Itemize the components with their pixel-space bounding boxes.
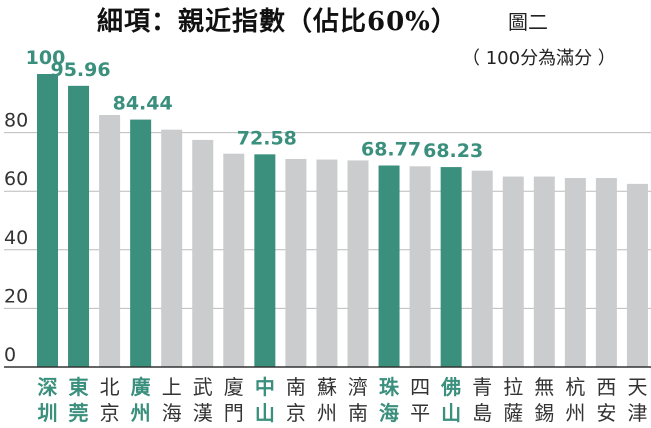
category-label: 東莞 [69,375,89,425]
category-label: 四平 [410,375,430,425]
category-label: 深圳 [38,375,58,425]
category-label: 濟南 [348,375,368,425]
bar-11 [378,165,400,367]
data-label: 68.23 [423,140,483,162]
data-label: 100 [26,47,66,69]
bar-13 [440,167,462,367]
category-label: 蘇州 [317,375,337,425]
bar-19 [626,183,648,367]
y-tick-labels: 0 20 40 60 80 [4,110,28,366]
category-label: 珠海 [379,375,400,425]
y-tick-label: 20 [4,285,28,307]
data-label: 68.77 [361,139,421,161]
bar-6 [223,153,245,367]
bar-2 [99,115,121,368]
category-label: 西安 [596,375,616,425]
bar-17 [564,178,586,367]
bar-0 [37,74,58,367]
category-label: 佛山 [440,375,461,425]
category-label: 上海 [162,375,182,425]
scale-note: （ 100分為滿分 ） [462,48,616,69]
bar-7 [254,154,276,367]
bar-18 [595,178,617,367]
category-label: 廣州 [131,375,151,425]
bar-8 [285,158,307,367]
category-label: 武漢 [193,375,213,425]
category-label: 廈門 [224,375,244,425]
data-label: 72.58 [237,127,297,149]
y-tick-label: 40 [4,227,28,249]
bar-3 [130,119,152,368]
data-label: 84.44 [113,93,173,115]
figure-label: 圖二 [508,10,548,34]
category-label: 中山 [255,375,275,425]
category-label: 拉薩 [503,375,523,425]
bar-15 [502,176,524,367]
bar-16 [533,176,555,367]
y-tick-label: 60 [4,168,28,190]
bar-1 [68,85,90,368]
bar-4 [161,129,183,367]
bar-10 [347,160,369,367]
category-label: 無錫 [534,375,554,425]
category-label: 南京 [286,375,306,425]
chart-title: 細項：親近指數（佔比60%） [97,7,458,37]
category-label: 杭州 [565,375,585,425]
bars [37,74,648,368]
category-label: 天津 [627,375,647,425]
y-tick-label: 0 [4,344,16,366]
bar-14 [471,170,493,367]
category-label: 北京 [100,375,120,425]
category-label: 青島 [472,375,492,425]
bar-5 [192,139,214,367]
y-tick-label: 80 [4,110,28,132]
data-label: 95.96 [50,59,110,81]
bar-9 [316,159,338,367]
bar-12 [409,166,431,367]
